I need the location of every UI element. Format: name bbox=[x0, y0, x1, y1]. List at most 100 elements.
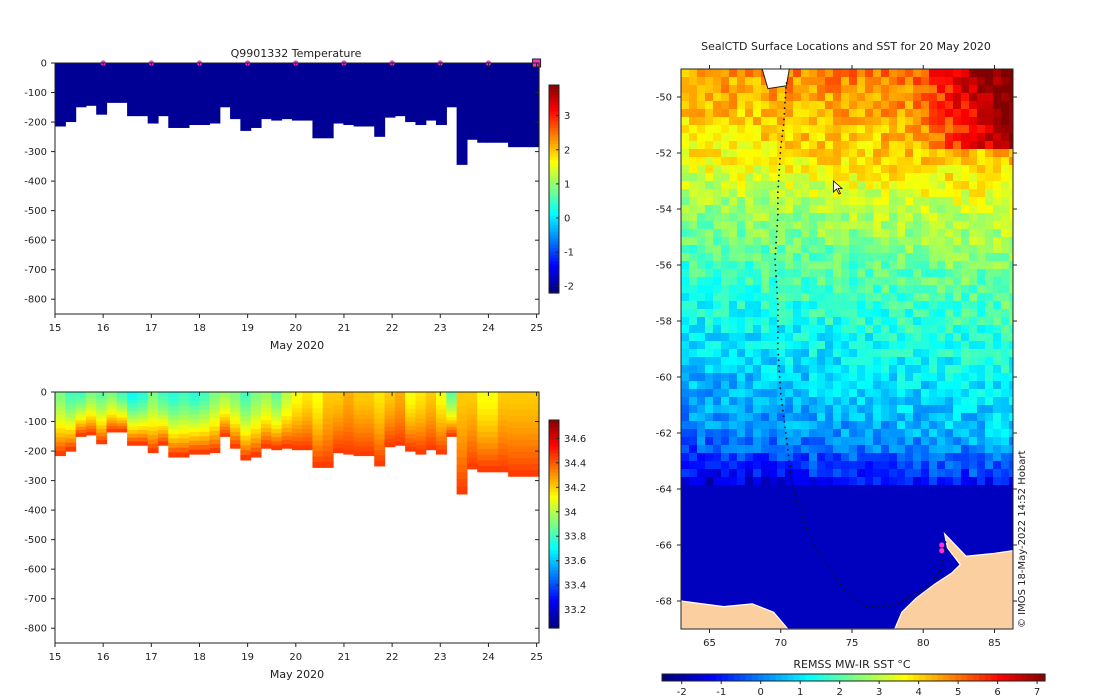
track-point bbox=[781, 129, 784, 132]
sst-cell bbox=[809, 509, 818, 518]
sst-cell bbox=[865, 309, 874, 318]
x-tick-label: 22 bbox=[386, 652, 399, 663]
sst-cell bbox=[737, 485, 746, 494]
sst-cell bbox=[961, 421, 970, 430]
sst-cell bbox=[809, 389, 818, 398]
sst-cell bbox=[937, 85, 946, 94]
sst-cell bbox=[697, 205, 706, 214]
sst-cell bbox=[905, 461, 914, 470]
sst-cell bbox=[689, 565, 698, 574]
sst-cell bbox=[681, 357, 690, 366]
salinity-profile-cell bbox=[199, 449, 211, 455]
sst-cell bbox=[985, 317, 994, 326]
sst-cell bbox=[697, 125, 706, 134]
x-tick-label: 20 bbox=[289, 323, 302, 334]
sst-cell bbox=[841, 453, 850, 462]
sst-cell bbox=[729, 293, 738, 302]
sst-cell bbox=[873, 605, 882, 614]
sst-cell bbox=[817, 237, 826, 246]
salinity-profile-cell bbox=[188, 405, 200, 411]
sst-cell bbox=[745, 117, 754, 126]
salinity-profile-cell bbox=[343, 409, 355, 415]
salinity-profile-cell bbox=[240, 445, 252, 451]
sst-cell bbox=[785, 229, 794, 238]
sst-cell bbox=[921, 125, 930, 134]
sst-cell bbox=[833, 461, 842, 470]
salinity-profile-cell bbox=[415, 405, 427, 411]
sst-cell bbox=[841, 589, 850, 598]
sst-cell bbox=[825, 85, 834, 94]
sst-cell bbox=[785, 69, 794, 78]
sst-cell bbox=[865, 221, 874, 230]
salinity-profile-cell bbox=[302, 412, 314, 418]
sst-cell bbox=[697, 285, 706, 294]
sst-cell bbox=[881, 293, 890, 302]
y-tick-label: -600 bbox=[24, 565, 47, 576]
sst-cell bbox=[721, 197, 730, 206]
sst-cell bbox=[825, 493, 834, 502]
sst-cell bbox=[809, 197, 818, 206]
sst-cell bbox=[945, 373, 954, 382]
sst-cell bbox=[785, 581, 794, 590]
sst-cell bbox=[809, 525, 818, 534]
sst-cell bbox=[753, 205, 762, 214]
sst-cell bbox=[881, 157, 890, 166]
sst-cell bbox=[825, 141, 834, 150]
sst-cell bbox=[1001, 101, 1010, 110]
sst-cell bbox=[785, 357, 794, 366]
sst-cell bbox=[921, 189, 930, 198]
x-tick-label: 19 bbox=[241, 323, 254, 334]
colorbar-segment bbox=[549, 195, 559, 200]
sst-cell bbox=[961, 125, 970, 134]
salinity-profile-cell bbox=[240, 392, 252, 398]
colorbar-segment bbox=[757, 674, 765, 681]
sst-cell bbox=[985, 205, 994, 214]
sst-cell bbox=[833, 397, 842, 406]
sst-cell bbox=[769, 453, 778, 462]
salinity-profile-cell bbox=[240, 425, 252, 432]
sst-cell bbox=[817, 509, 826, 518]
sst-cell bbox=[993, 269, 1002, 278]
sst-cell bbox=[889, 373, 898, 382]
salinity-profile-cell bbox=[436, 418, 447, 424]
salinity-profile-cell bbox=[260, 416, 272, 421]
sst-cell bbox=[929, 293, 938, 302]
colorbar-segment bbox=[973, 674, 980, 681]
salinity-profile-cell bbox=[363, 428, 375, 434]
sst-cell bbox=[905, 429, 914, 438]
salinity-profile-cell bbox=[147, 404, 159, 410]
sst-cell bbox=[833, 341, 842, 350]
sst-cell bbox=[865, 621, 874, 629]
sst-cell bbox=[873, 389, 882, 398]
sst-cell bbox=[993, 517, 1002, 526]
sst-cell bbox=[905, 365, 914, 374]
sst-cell bbox=[745, 453, 754, 462]
salinity-profile-cell bbox=[291, 404, 303, 410]
sst-cell bbox=[801, 125, 810, 134]
sst-cell bbox=[761, 261, 770, 270]
salinity-profile-cell bbox=[384, 431, 396, 436]
salinity-profile-cell bbox=[518, 416, 530, 423]
sst-cell bbox=[945, 197, 954, 206]
sst-cell bbox=[985, 477, 994, 486]
salinity-profile-cell bbox=[271, 433, 283, 438]
sst-cell bbox=[721, 517, 730, 526]
sst-cell bbox=[841, 573, 850, 582]
sst-cell bbox=[849, 325, 858, 334]
sst-cell bbox=[993, 365, 1002, 374]
sst-cell bbox=[777, 461, 786, 470]
sst-cell bbox=[801, 317, 810, 326]
salinity-profile-cell bbox=[260, 444, 272, 449]
sst-cell bbox=[881, 213, 890, 222]
sst-cell bbox=[889, 181, 898, 190]
sst-cell bbox=[1009, 325, 1013, 334]
salinity-profile-cell bbox=[528, 416, 540, 423]
colorbar-segment bbox=[549, 182, 559, 187]
sst-cell bbox=[833, 389, 842, 398]
salinity-profile-cell bbox=[85, 422, 97, 427]
sst-cell bbox=[793, 309, 802, 318]
sst-cell bbox=[873, 525, 882, 534]
sst-cell bbox=[817, 413, 826, 422]
salinity-profile-cell bbox=[281, 400, 293, 405]
salinity-profile-cell bbox=[384, 427, 396, 432]
